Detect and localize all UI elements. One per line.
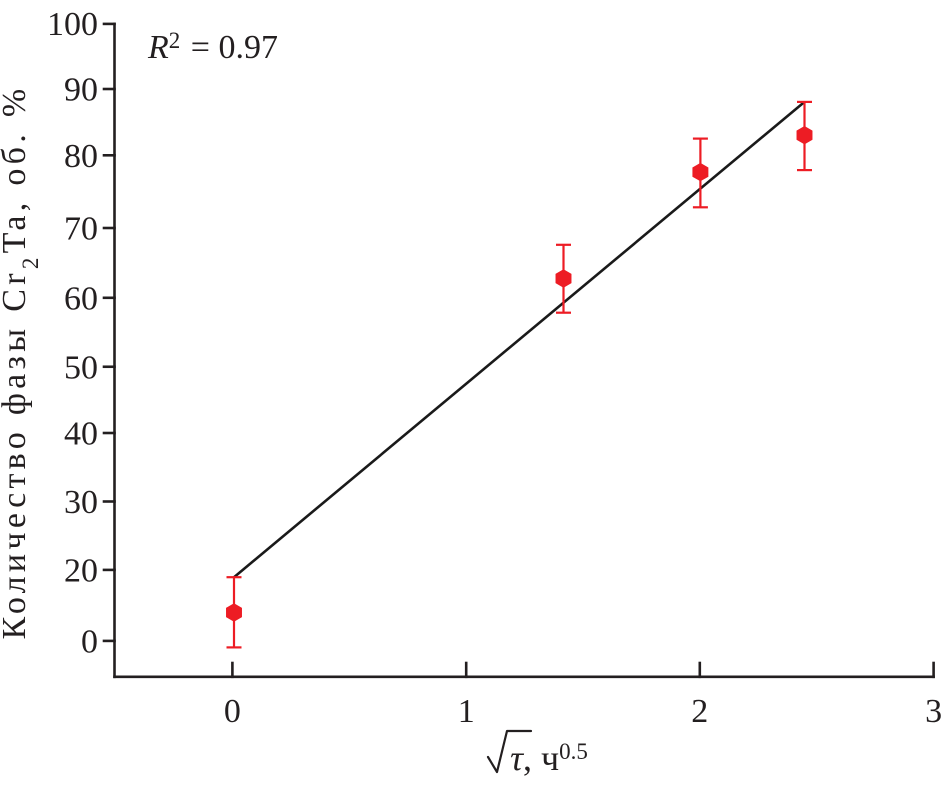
svg-text:τ, ч0.5: τ, ч0.5	[510, 738, 588, 778]
svg-text:2: 2	[691, 693, 708, 730]
svg-text:1: 1	[458, 693, 475, 730]
svg-text:20: 20	[64, 552, 98, 589]
svg-text:Количество фазы Cr2Ta, об. %: Количество фазы Cr2Ta, об. %	[0, 85, 43, 640]
svg-text:3: 3	[925, 693, 942, 730]
svg-text:60: 60	[64, 280, 98, 317]
svg-text:70: 70	[64, 211, 98, 248]
svg-text:30: 30	[64, 484, 98, 521]
svg-text:0: 0	[224, 693, 241, 730]
svg-text:0: 0	[81, 623, 98, 660]
svg-text:100: 100	[47, 6, 98, 43]
svg-text:R2 = 0.97: R2 = 0.97	[147, 28, 278, 66]
svg-text:40: 40	[64, 416, 98, 453]
svg-text:50: 50	[64, 349, 98, 386]
svg-text:90: 90	[64, 72, 98, 109]
svg-text:80: 80	[64, 138, 98, 175]
